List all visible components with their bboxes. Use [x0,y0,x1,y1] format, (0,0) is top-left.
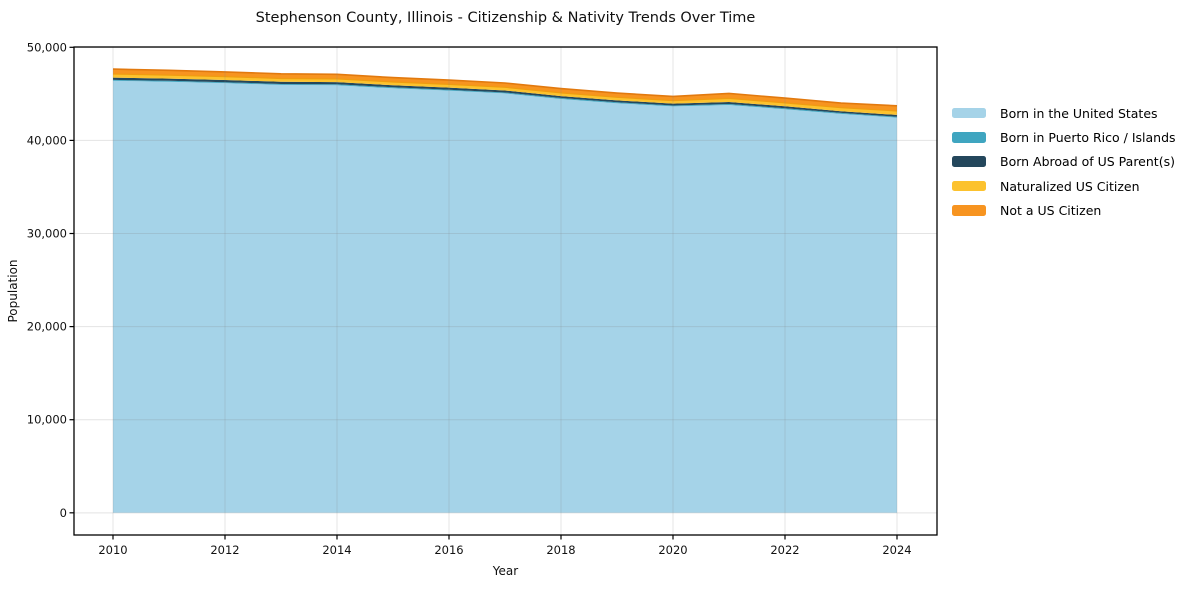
axis-tick-labels: 2010 2012 2014 2016 2018 2020 2022 2024 0 10,000 2… [27,40,912,557]
x-tick-label: 2010 [98,543,127,557]
area-series-naturalized-us-citizen [113,74,897,115]
legend-label: Born in Puerto Rico / Islands [1000,129,1176,145]
legend-swatch-icon [952,156,986,167]
y-axis-label: Population [6,259,20,322]
x-tick-label: 2014 [322,543,351,557]
x-tick-label: 2012 [210,543,239,557]
legend-item: Born in Puerto Rico / Islands [952,125,1176,149]
y-tick-label: 20,000 [27,320,67,334]
legend-item: Not a US Citizen [952,198,1176,222]
total-top-edge [112,68,898,107]
chart-title: Stephenson County, Illinois - Citizenshi… [256,10,756,26]
legend-label: Born in the United States [1000,105,1158,121]
x-axis-label: Year [492,564,518,578]
legend-swatch-icon [952,180,986,192]
x-tick-label: 2024 [882,543,911,557]
area-series-born-in-the-united-states [113,80,897,513]
area-edge-lines [112,68,898,112]
y-tick-label: 0 [60,506,67,520]
axis-ticks [69,46,898,540]
area-layers [113,69,897,513]
naturalized-top-edge [112,73,898,112]
y-tick-label: 40,000 [27,133,67,147]
plot-border [73,46,938,536]
y-tick-label: 50,000 [27,40,67,54]
x-tick-label: 2020 [658,543,687,557]
y-tick-label: 10,000 [27,413,67,427]
x-tick-label: 2022 [770,543,799,557]
legend-swatch-icon [952,107,986,119]
legend-label: Born Abroad of US Parent(s) [1000,154,1175,170]
legend-label: Not a US Citizen [1000,202,1102,218]
legend-swatch-icon [952,132,986,143]
y-tick-label: 30,000 [27,227,67,241]
legend-item: Born Abroad of US Parent(s) [952,150,1176,174]
x-tick-label: 2016 [434,543,463,557]
x-tick-label: 2018 [546,543,575,557]
legend: Born in the United States Born in Puerto … [952,101,1176,222]
legend-item: Born in the United States [952,101,1176,125]
legend-item: Naturalized US Citizen [952,174,1176,198]
area-series-not-a-us-citizen [113,69,897,111]
legend-label: Naturalized US Citizen [1000,178,1140,194]
legend-swatch-icon [952,205,986,216]
